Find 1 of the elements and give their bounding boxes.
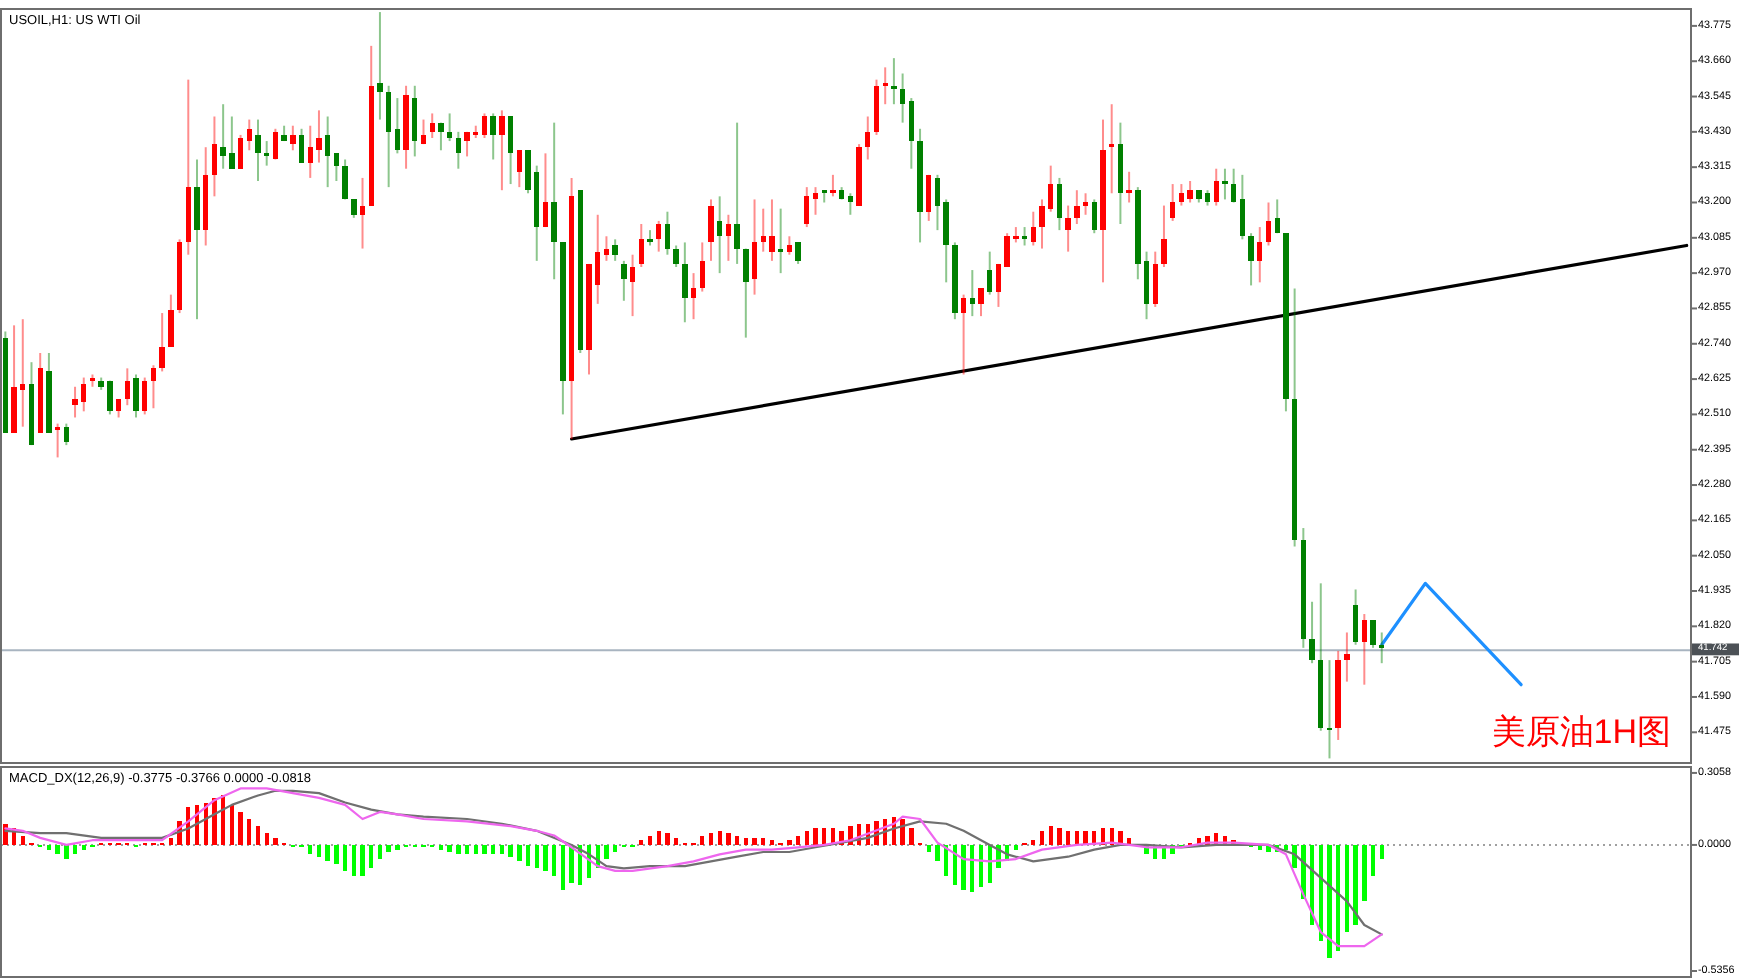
annotation: 美原油1H图	[1491, 713, 1671, 751]
